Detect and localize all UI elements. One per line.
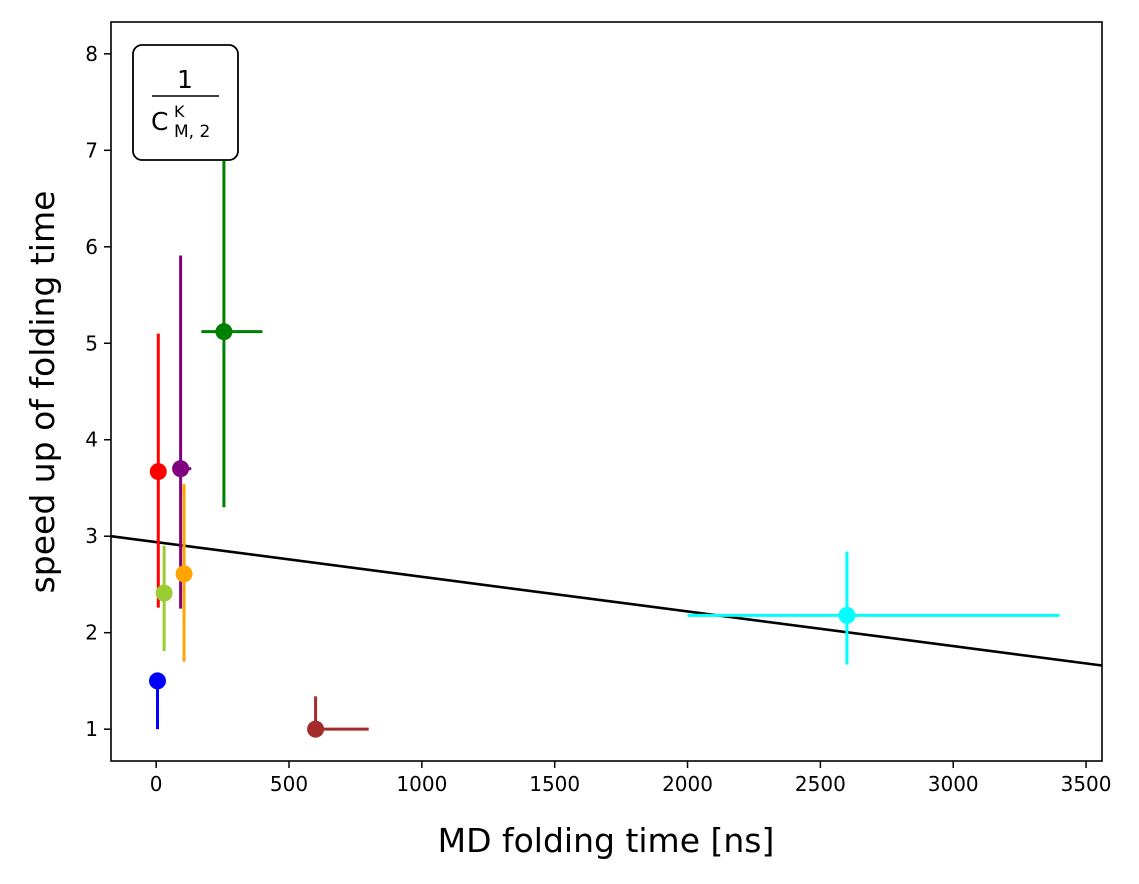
legend-base: C (151, 107, 168, 136)
y-tick-label: 7 (85, 138, 98, 162)
x-tick-label: 3500 (1061, 772, 1112, 796)
x-axis-label: MD folding time [ns] (438, 821, 775, 860)
point-marker (215, 323, 233, 341)
x-tick-label: 1000 (396, 772, 447, 796)
x-tick-label: 3000 (928, 772, 979, 796)
x-tick-label: 2000 (662, 772, 713, 796)
point-marker (155, 584, 173, 602)
data-point-3 (201, 150, 263, 508)
y-tick-label: 8 (85, 42, 98, 66)
data-point-5 (155, 545, 173, 652)
point-marker (149, 463, 167, 481)
y-tick-label: 6 (85, 235, 98, 259)
y-axis-label: speed up of folding time (23, 191, 62, 594)
plot-area-frame (110, 21, 1103, 762)
data-point-8 (687, 551, 1060, 665)
x-tick-label: 2500 (795, 772, 846, 796)
data-point-2 (172, 255, 192, 609)
y-tick-label: 1 (85, 717, 98, 741)
data-point-1 (149, 333, 167, 608)
point-marker (838, 606, 856, 624)
y-tick-label: 4 (85, 428, 98, 452)
x-tick-label: 1500 (529, 772, 580, 796)
fit-line-layer (110, 534, 1103, 667)
legend-subscript: M, 2 (174, 122, 210, 142)
legend: 1 C K M, 2 (132, 44, 239, 161)
fit-line (110, 534, 1103, 667)
y-axis-ticks: 1 2 3 4 5 6 7 8 (85, 42, 111, 741)
point-marker (148, 672, 166, 690)
legend-superscript: K (174, 102, 185, 121)
x-tick-label: 500 (270, 772, 308, 796)
y-tick-label: 2 (85, 621, 98, 645)
point-marker (172, 460, 190, 478)
y-tick-label: 3 (85, 524, 98, 548)
y-tick-label: 5 (85, 331, 98, 355)
data-points-layer (148, 150, 1060, 738)
data-point-7 (307, 696, 369, 738)
legend-numerator: 1 (177, 65, 193, 94)
x-tick-label: 0 (150, 772, 163, 796)
legend-frame (132, 44, 239, 161)
point-marker (307, 720, 325, 738)
data-point-4 (175, 484, 193, 662)
x-axis-ticks: 0 500 1000 1500 2000 2500 3000 3500 (150, 761, 1112, 796)
point-marker (175, 565, 193, 583)
data-point-6 (148, 672, 166, 730)
